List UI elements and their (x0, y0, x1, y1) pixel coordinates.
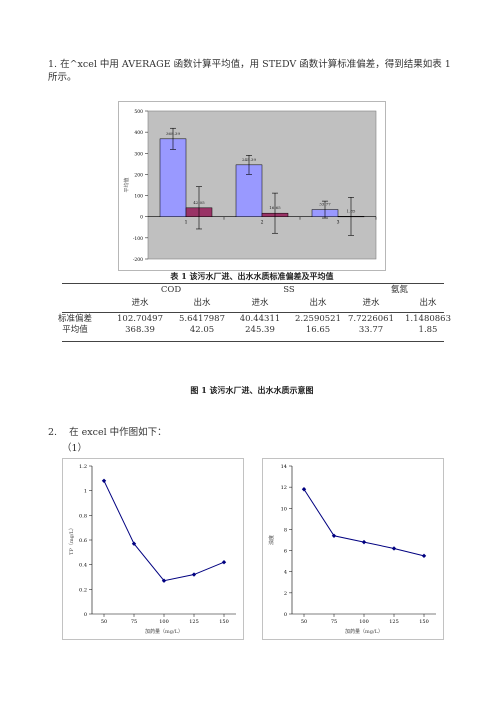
table-row-label: 平均值 (62, 325, 88, 335)
table-group-header: COD (160, 285, 182, 295)
table-bottom-rule (62, 341, 444, 342)
y-tick-label: 200 (134, 172, 143, 178)
chart-frame (262, 458, 444, 640)
data-point (331, 533, 337, 538)
y-tick-label: 8 (284, 527, 287, 533)
y-tick-label: 400 (134, 130, 143, 136)
x-tick-label: 75 (131, 619, 137, 625)
table-cell: 102.70497 (117, 314, 163, 324)
item2-subheading: （1） (62, 443, 88, 454)
y-tick-label: 12 (281, 485, 287, 491)
y-tick-label: 14 (281, 464, 287, 470)
x-tick-label: 150 (219, 619, 229, 625)
y-axis-label: 平均值 (123, 177, 130, 192)
y-tick-label: 0 (284, 612, 287, 618)
data-point (301, 487, 307, 492)
table-subheader: 进水 (362, 298, 380, 308)
y-tick-label: -200 (133, 257, 143, 263)
x-tick-label: 100 (159, 619, 169, 625)
chart-frame (62, 458, 244, 640)
table-cell: 33.77 (358, 325, 384, 335)
y-tick-label: 0.8 (79, 513, 87, 519)
table-group-header: SS (283, 285, 295, 295)
y-tick-label: 1.2 (79, 464, 87, 470)
data-label: 368.39 (166, 131, 180, 136)
x-tick-label: 125 (389, 619, 399, 625)
x-tick-label: 3 (337, 220, 340, 226)
data-label: 33.77 (319, 202, 331, 207)
y-tick-label: 1 (84, 489, 87, 495)
tp-line-chart: 0 0.2 0.4 0.6 0.8 1 1.2 50 75 100 125 150 加药量（mg/L） T… (62, 458, 244, 640)
table-subheader: 出水 (193, 298, 211, 308)
table-subheader: 进水 (131, 298, 149, 308)
data-label: 42.05 (193, 200, 205, 205)
table-cell: 42.05 (189, 325, 215, 335)
table-cell: 368.39 (125, 325, 155, 335)
table-subheader: 进水 (251, 298, 269, 308)
table-cell: 245.39 (245, 325, 275, 335)
y-tick-label: 100 (134, 194, 143, 200)
x-tick-label: 50 (301, 619, 307, 625)
table-cell: 16.65 (305, 325, 331, 335)
table-cell: 2.2590521 (295, 314, 341, 324)
y-tick-label: 0.6 (79, 538, 87, 544)
table-mid-rule (62, 312, 444, 313)
table-subheader: 出水 (309, 298, 327, 308)
y-tick-label: 6 (284, 549, 287, 555)
data-point (191, 572, 197, 577)
table-cell: 1.85 (418, 325, 438, 335)
table-cell: 7.7226061 (348, 314, 394, 324)
turbidity-line-chart: 0 2 4 6 8 10 12 14 50 75 100 125 150 加药量（mg/L） 浊度 (262, 458, 444, 640)
data-label: 16.65 (269, 205, 281, 210)
y-tick-label: 0.2 (79, 587, 87, 593)
table-subheader: 出水 (419, 298, 437, 308)
x-axis-label: 加药量（mg/L） (145, 628, 183, 635)
y-tick-label: -100 (133, 236, 143, 242)
table-cell: 1.1480863 (405, 314, 451, 324)
y-tick-label: 0.4 (79, 563, 87, 569)
y-tick-label: 2 (284, 591, 287, 597)
table-title: 表 1 该污水厂进、出水水质标准偏差及平均值 (170, 271, 334, 281)
data-point (391, 546, 397, 551)
y-tick-label: 0 (84, 612, 87, 618)
data-label: 1.85 (347, 208, 356, 213)
y-tick-label: 4 (284, 570, 287, 576)
figure-caption: 图 1 该污水厂进、出水水质示意图 (190, 385, 314, 395)
x-tick-label: 2 (261, 220, 264, 226)
x-tick-label: 75 (331, 619, 337, 625)
table-row-label: 标准偏差 (57, 314, 92, 324)
x-tick-label: 50 (101, 619, 107, 625)
y-tick-label: 300 (134, 151, 143, 157)
item2-heading: 2. 在 excel 中作图如下： (48, 427, 167, 438)
y-tick-label: 500 (134, 109, 143, 115)
figure1-bar-chart: -200 -100 0 100 200 300 400 500 平均值 1 368.39 42.05 2… (118, 101, 386, 271)
intro-paragraph: 1. 在^xcel 中用 AVERAGE 函数计算平均值，用 STEDV 函数计… (48, 59, 451, 83)
x-tick-label: 125 (189, 619, 199, 625)
y-tick-label: 0 (140, 215, 143, 221)
x-tick-label: 150 (419, 619, 429, 625)
data-point (101, 478, 107, 483)
table-top-rule (62, 283, 444, 284)
x-tick-label: 1 (185, 220, 188, 226)
table-group-header: 氨氮 (390, 285, 408, 295)
data-label: 245.39 (242, 157, 256, 162)
y-tick-label: 10 (281, 506, 287, 512)
x-axis-label: 加药量（mg/L） (345, 628, 383, 635)
table-cell: 5.6417987 (179, 314, 225, 324)
table-cell: 40.44311 (239, 314, 281, 324)
y-axis-label: TP（mg/L） (69, 525, 75, 555)
bar (159, 138, 187, 217)
y-axis-label: 浊度 (268, 535, 275, 545)
x-tick-label: 100 (359, 619, 369, 625)
